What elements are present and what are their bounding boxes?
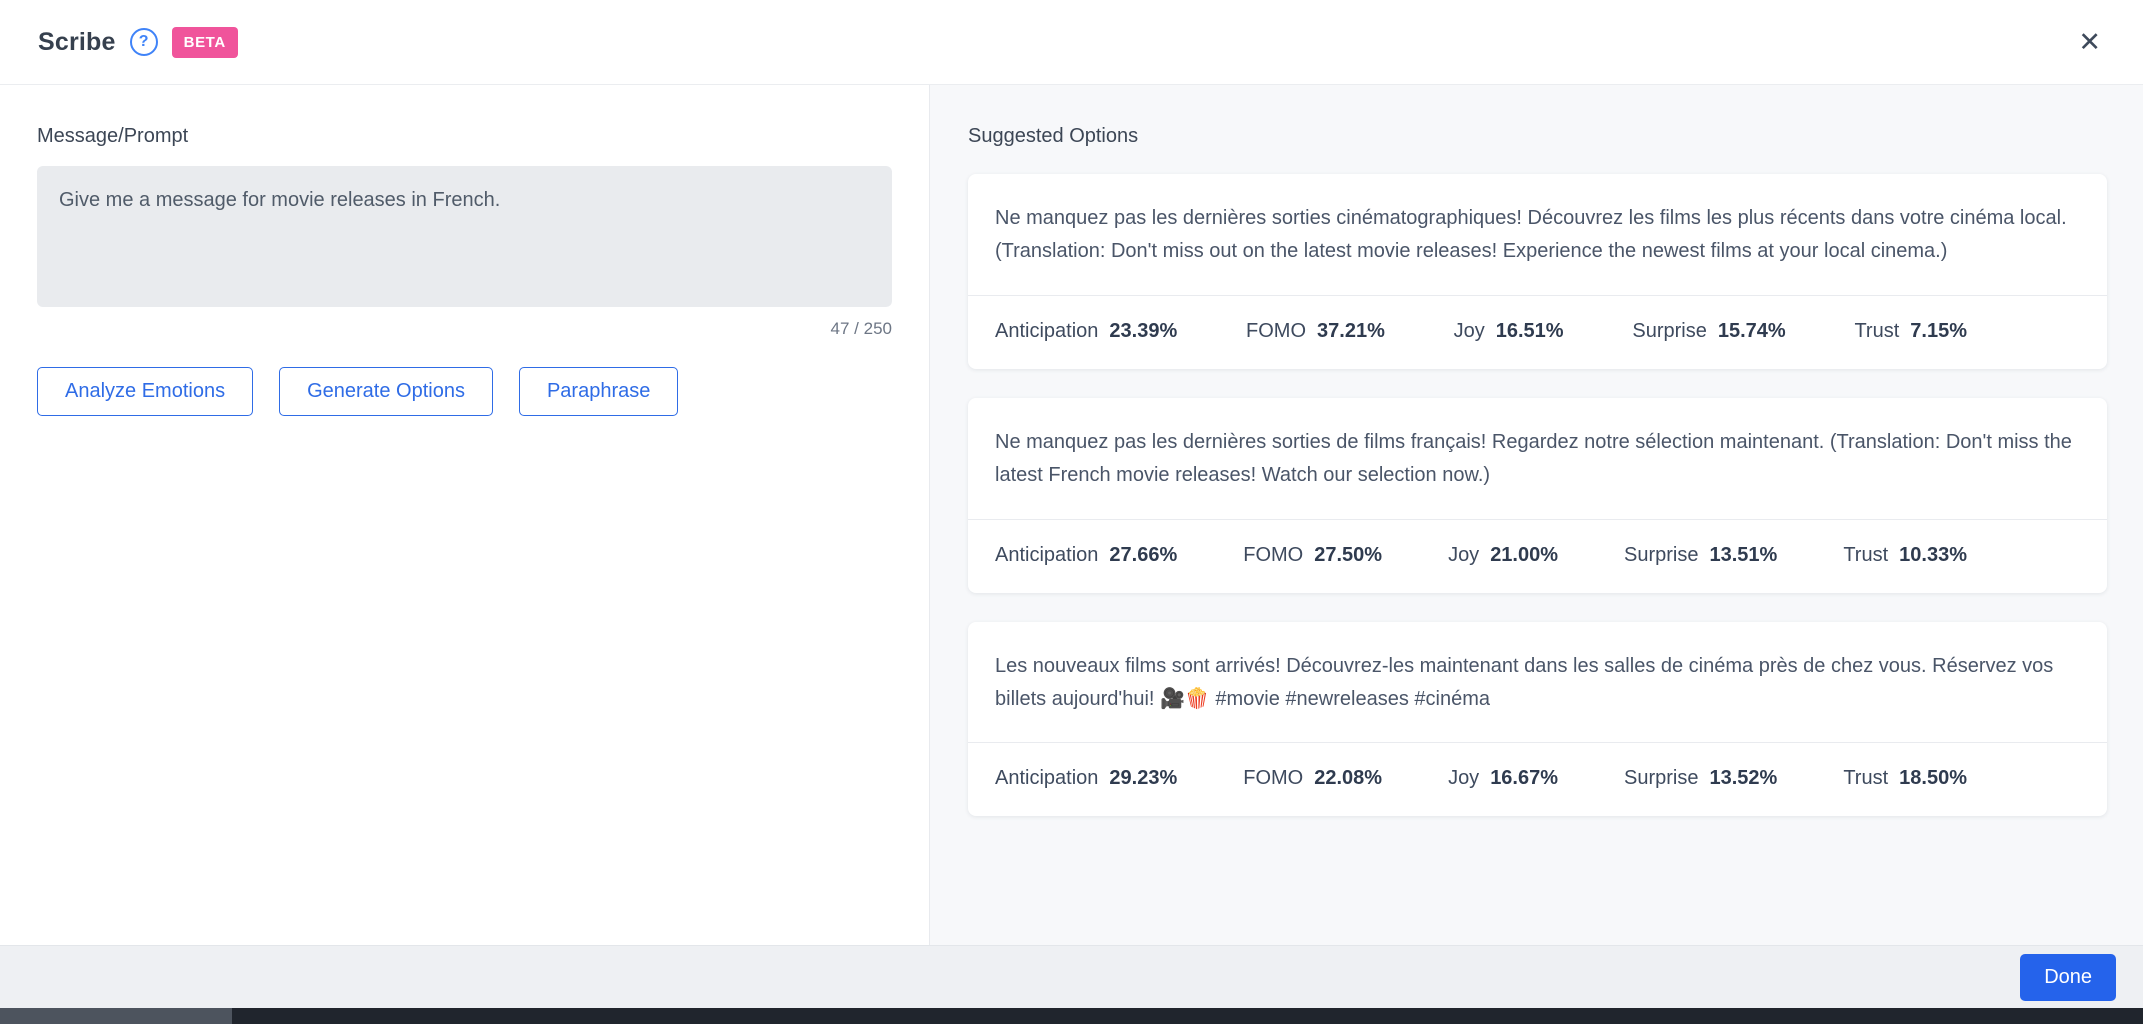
emotion-stat: Anticipation 23.39% bbox=[995, 320, 1177, 343]
emotion-label: FOMO bbox=[1246, 319, 1307, 342]
emotion-label: Joy bbox=[1448, 767, 1480, 790]
emotion-value: 10.33% bbox=[1899, 543, 1967, 566]
emotion-label: Anticipation bbox=[995, 543, 1099, 566]
emotion-stat: Anticipation 27.66% bbox=[995, 544, 1177, 567]
emotion-value: 27.50% bbox=[1314, 543, 1383, 566]
emotion-label: Trust bbox=[1854, 319, 1900, 342]
modal-body: Message/Prompt Give me a message for mov… bbox=[0, 85, 2143, 945]
suggestions-panel: Suggested Options Ne manquez pas les der… bbox=[930, 85, 2143, 945]
emotion-value: 16.51% bbox=[1495, 319, 1564, 342]
background-page-strip bbox=[0, 1008, 2143, 1024]
modal-footer: Done bbox=[0, 945, 2143, 1008]
emotion-stats-row: Anticipation 29.23% FOMO 22.08% Joy 16.6… bbox=[968, 742, 2107, 816]
emotion-value: 27.66% bbox=[1109, 543, 1178, 566]
suggestion-card[interactable]: Ne manquez pas les dernières sorties de … bbox=[968, 397, 2107, 593]
emotion-value: 15.74% bbox=[1717, 319, 1786, 342]
prompt-label: Message/Prompt bbox=[37, 125, 189, 147]
emotion-label: Trust bbox=[1843, 767, 1889, 790]
action-buttons: Analyze Emotions Generate Options Paraph… bbox=[37, 367, 892, 416]
emotion-label: FOMO bbox=[1243, 767, 1304, 790]
suggestion-card[interactable]: Ne manquez pas les dernières sorties cin… bbox=[968, 174, 2107, 369]
emotion-label: Surprise bbox=[1632, 319, 1707, 342]
emotion-value: 13.51% bbox=[1709, 543, 1778, 566]
emotion-stat: Joy 21.00% bbox=[1448, 544, 1558, 567]
emotion-value: 21.00% bbox=[1490, 543, 1559, 566]
help-icon[interactable]: ? bbox=[129, 28, 158, 56]
emotion-value: 13.52% bbox=[1709, 767, 1778, 790]
generate-options-button[interactable]: Generate Options bbox=[279, 367, 493, 416]
emotion-stat: Trust 7.15% bbox=[1854, 320, 1967, 343]
prompt-textarea[interactable]: Give me a message for movie releases in … bbox=[37, 166, 892, 307]
emotion-stat: Trust 10.33% bbox=[1843, 544, 1967, 567]
emotion-value: 7.15% bbox=[1910, 319, 1967, 342]
emotion-stats-row: Anticipation 23.39% FOMO 37.21% Joy 16.5… bbox=[968, 294, 2107, 369]
emotion-label: Anticipation bbox=[995, 767, 1099, 790]
background-sidebar-strip bbox=[0, 1008, 232, 1024]
suggestion-card[interactable]: Les nouveaux films sont arrivés! Découvr… bbox=[968, 621, 2107, 817]
emotion-stat: Joy 16.67% bbox=[1448, 767, 1558, 790]
emotion-stat: Surprise 13.52% bbox=[1624, 767, 1777, 790]
emotion-label: Surprise bbox=[1624, 767, 1699, 790]
emotion-stat: FOMO 22.08% bbox=[1243, 767, 1382, 790]
close-icon[interactable]: ✕ bbox=[2078, 26, 2101, 57]
emotion-stat: Anticipation 29.23% bbox=[995, 767, 1177, 790]
modal-header: Scribe ? BETA ✕ bbox=[0, 0, 2143, 85]
emotion-label: Joy bbox=[1448, 543, 1480, 566]
emotion-value: 37.21% bbox=[1317, 319, 1385, 342]
suggestion-text: Les nouveaux films sont arrivés! Découvr… bbox=[995, 654, 2054, 710]
page-title: Scribe bbox=[38, 27, 116, 56]
char-counter: 47 / 250 bbox=[830, 319, 892, 338]
suggestions-title: Suggested Options bbox=[968, 125, 1139, 147]
emotion-value: 22.08% bbox=[1314, 767, 1383, 790]
emotion-stat: FOMO 27.50% bbox=[1243, 544, 1382, 567]
emotion-label: Joy bbox=[1453, 319, 1485, 342]
done-button[interactable]: Done bbox=[2020, 953, 2116, 1001]
prompt-panel: Message/Prompt Give me a message for mov… bbox=[0, 85, 930, 945]
emotion-stat: FOMO 37.21% bbox=[1246, 320, 1385, 343]
emotion-stats-row: Anticipation 27.66% FOMO 27.50% Joy 21.0… bbox=[968, 518, 2107, 593]
emotion-label: Trust bbox=[1843, 543, 1889, 566]
suggestion-text: Ne manquez pas les dernières sorties de … bbox=[995, 430, 2072, 487]
emotion-stat: Surprise 13.51% bbox=[1624, 544, 1777, 567]
emotion-stat: Trust 18.50% bbox=[1843, 767, 1967, 790]
emotion-value: 29.23% bbox=[1109, 767, 1178, 790]
emotion-value: 16.67% bbox=[1490, 767, 1559, 790]
analyze-emotions-button[interactable]: Analyze Emotions bbox=[37, 367, 254, 416]
emotion-label: FOMO bbox=[1243, 543, 1304, 566]
emotion-stat: Surprise 15.74% bbox=[1632, 320, 1785, 343]
emotion-label: Anticipation bbox=[995, 319, 1099, 342]
emotion-value: 18.50% bbox=[1899, 767, 1967, 790]
beta-badge: BETA bbox=[171, 26, 238, 58]
emotion-value: 23.39% bbox=[1109, 319, 1178, 342]
paraphrase-button[interactable]: Paraphrase bbox=[518, 367, 679, 416]
emotion-stat: Joy 16.51% bbox=[1454, 320, 1564, 343]
suggestion-text: Ne manquez pas les dernières sorties cin… bbox=[995, 207, 2067, 263]
emotion-label: Surprise bbox=[1624, 543, 1699, 566]
